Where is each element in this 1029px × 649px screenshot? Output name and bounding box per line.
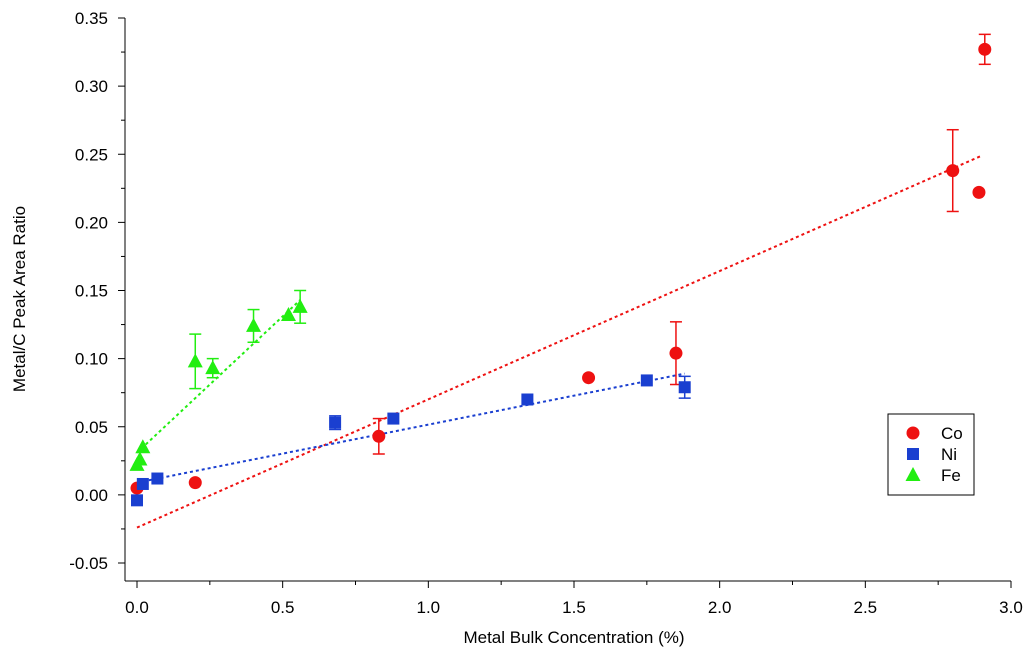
legend-label-co: Co <box>941 424 963 443</box>
data-point-ni <box>640 374 653 387</box>
y-tick-label: 0.20 <box>75 213 108 232</box>
y-tick-label: 0.05 <box>75 418 108 437</box>
data-point-fe <box>280 307 296 322</box>
data-point-co <box>669 346 683 360</box>
data-point-ni <box>387 412 400 425</box>
x-tick-label: 1.0 <box>417 598 441 617</box>
fit-line-co <box>136 154 983 529</box>
data-point-fe <box>205 360 221 375</box>
data-point-co <box>582 371 596 385</box>
y-axis-title: Metal/C Peak Area Ratio <box>10 206 29 392</box>
legend-label-ni: Ni <box>941 445 957 464</box>
legend-box <box>887 413 975 496</box>
data-point-ni <box>521 393 534 406</box>
fit-lines <box>136 154 983 529</box>
legend-marker-fe <box>905 467 921 481</box>
data-point-ni <box>131 494 143 507</box>
y-tick-label: 0.35 <box>75 9 108 28</box>
y-tick-label: 0.25 <box>75 145 108 164</box>
x-tick-label: 1.5 <box>562 598 586 617</box>
data-point-ni <box>329 416 342 429</box>
y-tick-label: 0.00 <box>75 486 108 505</box>
data-point-co <box>946 164 960 178</box>
data-point-co <box>372 429 386 443</box>
axes <box>124 18 1011 582</box>
data-point-co <box>978 42 992 56</box>
x-tick-label: 2.0 <box>708 598 732 617</box>
data-point-fe <box>292 298 308 313</box>
legend-items: Co Ni Fe <box>905 424 963 485</box>
data-point-ni <box>678 381 691 394</box>
data-point-co <box>972 185 986 199</box>
x-tick-label: 0.5 <box>271 598 295 617</box>
x-tick-label: 3.0 <box>999 598 1023 617</box>
fit-line-fe <box>136 299 301 454</box>
data-point-fe <box>132 451 148 466</box>
y-tick-label: 0.10 <box>75 350 108 369</box>
data-point-fe <box>246 317 262 332</box>
data-points <box>129 42 992 507</box>
y-tick-label: 0.15 <box>75 282 108 301</box>
x-axis-title: Metal Bulk Concentration (%) <box>463 628 684 647</box>
legend-marker-ni <box>907 448 919 460</box>
legend: Co Ni Fe <box>887 413 975 496</box>
data-point-fe <box>187 353 203 368</box>
fit-line-ni <box>136 372 685 484</box>
data-point-co <box>188 476 202 490</box>
data-point-ni <box>136 477 149 490</box>
y-ticks: -0.05 0.00 0.05 0.10 0.15 0.20 0.25 0.30 0.35 <box>69 9 125 573</box>
x-ticks: 0.0 0.5 1.0 1.5 2.0 2.5 3.0 <box>125 581 1023 617</box>
y-tick-label: -0.05 <box>69 554 108 573</box>
x-tick-label: 2.5 <box>854 598 878 617</box>
legend-label-fe: Fe <box>941 466 961 485</box>
data-point-fe <box>135 439 151 454</box>
data-point-ni <box>151 472 164 485</box>
y-tick-label: 0.30 <box>75 77 108 96</box>
error-bars <box>189 33 991 455</box>
x-tick-label: 0.0 <box>125 598 149 617</box>
legend-marker-co <box>906 426 920 440</box>
